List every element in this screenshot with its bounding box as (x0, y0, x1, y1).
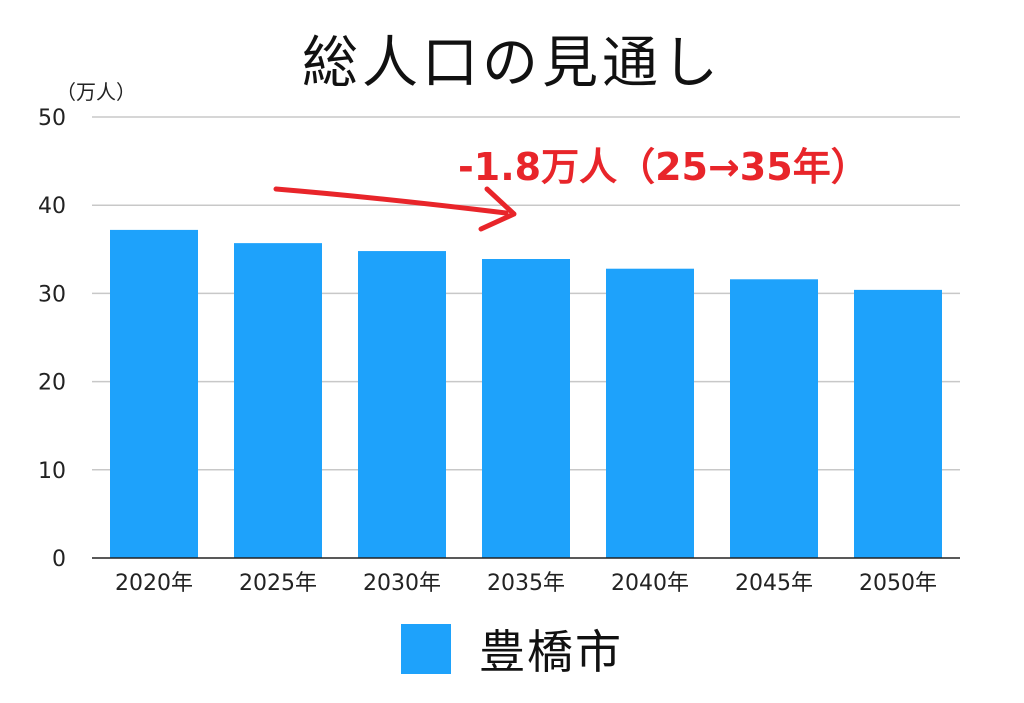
legend-swatch (401, 624, 451, 674)
y-tick-label: 0 (52, 547, 66, 572)
y-tick-label: 30 (38, 282, 66, 307)
x-tick-labels: 2020年 2025年 2030年 2035年 2040年 2045年 2050年 (115, 571, 937, 596)
y-axis-unit: （万人） (56, 80, 136, 104)
x-tick-label: 2030年 (363, 571, 441, 596)
annotation-label: -1.8万人（25→35年） (458, 145, 869, 189)
x-tick-label: 2045年 (735, 571, 813, 596)
x-tick-label: 2020年 (115, 571, 193, 596)
bar (358, 251, 446, 558)
chart-title: 総人口の見通し (302, 31, 722, 96)
legend: 豊橋市 (0, 616, 1024, 682)
y-tick-label: 50 (38, 106, 66, 131)
bar (110, 229, 198, 558)
legend-label: 豊橋市 (479, 625, 623, 679)
bars (110, 229, 942, 558)
x-tick-label: 2040年 (611, 571, 689, 596)
bar (482, 259, 570, 558)
bar (234, 243, 322, 558)
y-tick-label: 40 (38, 194, 66, 219)
x-tick-label: 2050年 (859, 571, 937, 596)
annotation-arrow (273, 186, 517, 232)
x-tick-label: 2025年 (239, 571, 317, 596)
bar (730, 279, 818, 558)
bar (854, 289, 942, 558)
y-tick-label: 20 (38, 371, 66, 396)
x-tick-label: 2035年 (487, 571, 565, 596)
y-tick-labels: 0 10 20 30 40 50 (38, 106, 66, 572)
bar (606, 268, 694, 558)
y-tick-label: 10 (38, 459, 66, 484)
